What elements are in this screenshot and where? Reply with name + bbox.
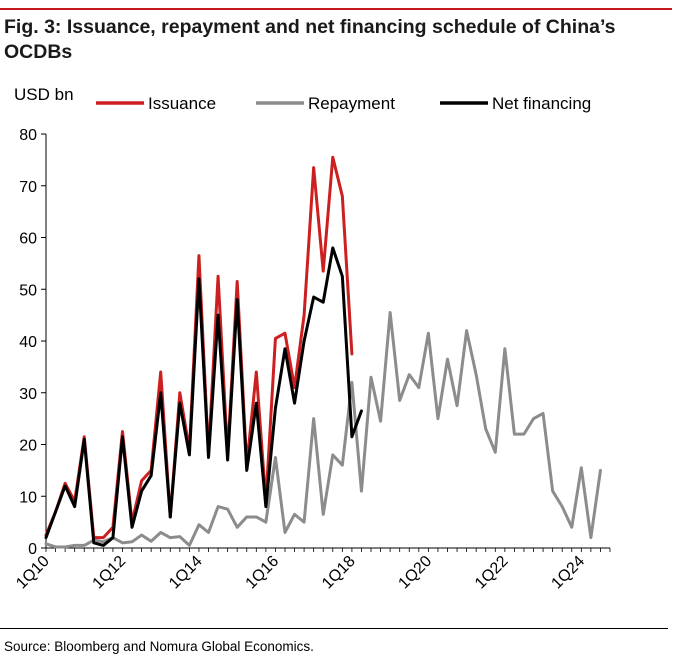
y-tick-label: 70	[19, 179, 37, 196]
legend-label: Repayment	[308, 94, 395, 113]
chart-title: Fig. 3: Issuance, repayment and net fina…	[4, 16, 616, 63]
y-tick-label: 40	[19, 334, 37, 351]
y-tick-label: 50	[19, 282, 37, 299]
x-tick-label: 1Q24	[548, 553, 588, 593]
chart-legend: Issuance Repayment Net financing	[96, 94, 591, 113]
source-note: Source: Bloomberg and Nomura Global Econ…	[4, 639, 314, 654]
legend-label: Issuance	[148, 94, 216, 113]
y-tick-label: 30	[19, 386, 37, 403]
chart-plot: Issuance Repayment Net financing USD bn 01…	[13, 85, 611, 593]
x-tick-label: 1Q12	[90, 553, 130, 593]
series-line-net-financing	[44, 246, 363, 547]
series-line-repayment	[44, 311, 602, 549]
y-tick-label: 0	[28, 541, 37, 558]
y-tick-label: 80	[19, 127, 37, 144]
top-rule	[0, 8, 672, 10]
y-tick-label: 20	[19, 438, 37, 455]
y-tick-label: 60	[19, 231, 37, 248]
y-axis-label: USD bn	[14, 85, 74, 104]
x-tick-label: 1Q20	[396, 553, 436, 593]
bottom-rule	[0, 628, 668, 629]
x-tick-label: 1Q14	[166, 553, 206, 593]
legend-label: Net financing	[492, 94, 591, 113]
x-tick-label: 1Q10	[13, 553, 53, 593]
series-line-issuance	[44, 155, 354, 540]
y-tick-label: 10	[19, 489, 37, 506]
x-tick-label: 1Q16	[243, 553, 283, 593]
x-tick-label: 1Q22	[472, 553, 512, 593]
x-tick-label: 1Q18	[319, 553, 359, 593]
